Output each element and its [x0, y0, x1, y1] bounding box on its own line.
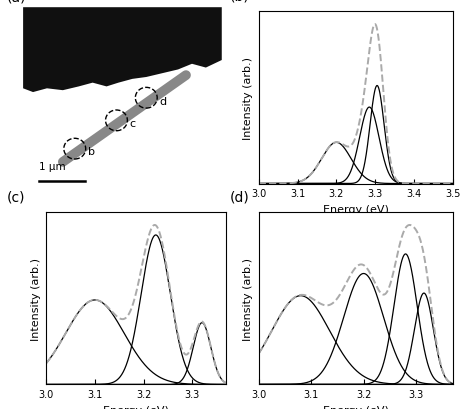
Text: (d): (d) — [230, 190, 249, 204]
Y-axis label: Intensity (arb.): Intensity (arb.) — [30, 257, 41, 340]
Text: b: b — [88, 147, 95, 157]
Y-axis label: Intensity (arb.): Intensity (arb.) — [243, 257, 253, 340]
Polygon shape — [23, 8, 222, 93]
Y-axis label: Intensity (arb.): Intensity (arb.) — [243, 57, 253, 139]
X-axis label: Energy (eV): Energy (eV) — [323, 204, 389, 214]
Text: d: d — [159, 97, 166, 106]
Text: c: c — [129, 119, 135, 129]
Text: (b): (b) — [230, 0, 249, 4]
Text: (c): (c) — [6, 190, 25, 204]
X-axis label: Energy (eV): Energy (eV) — [103, 405, 169, 409]
Text: (a): (a) — [7, 0, 27, 4]
Text: 1 μm: 1 μm — [39, 162, 66, 172]
X-axis label: Energy (eV): Energy (eV) — [323, 405, 389, 409]
